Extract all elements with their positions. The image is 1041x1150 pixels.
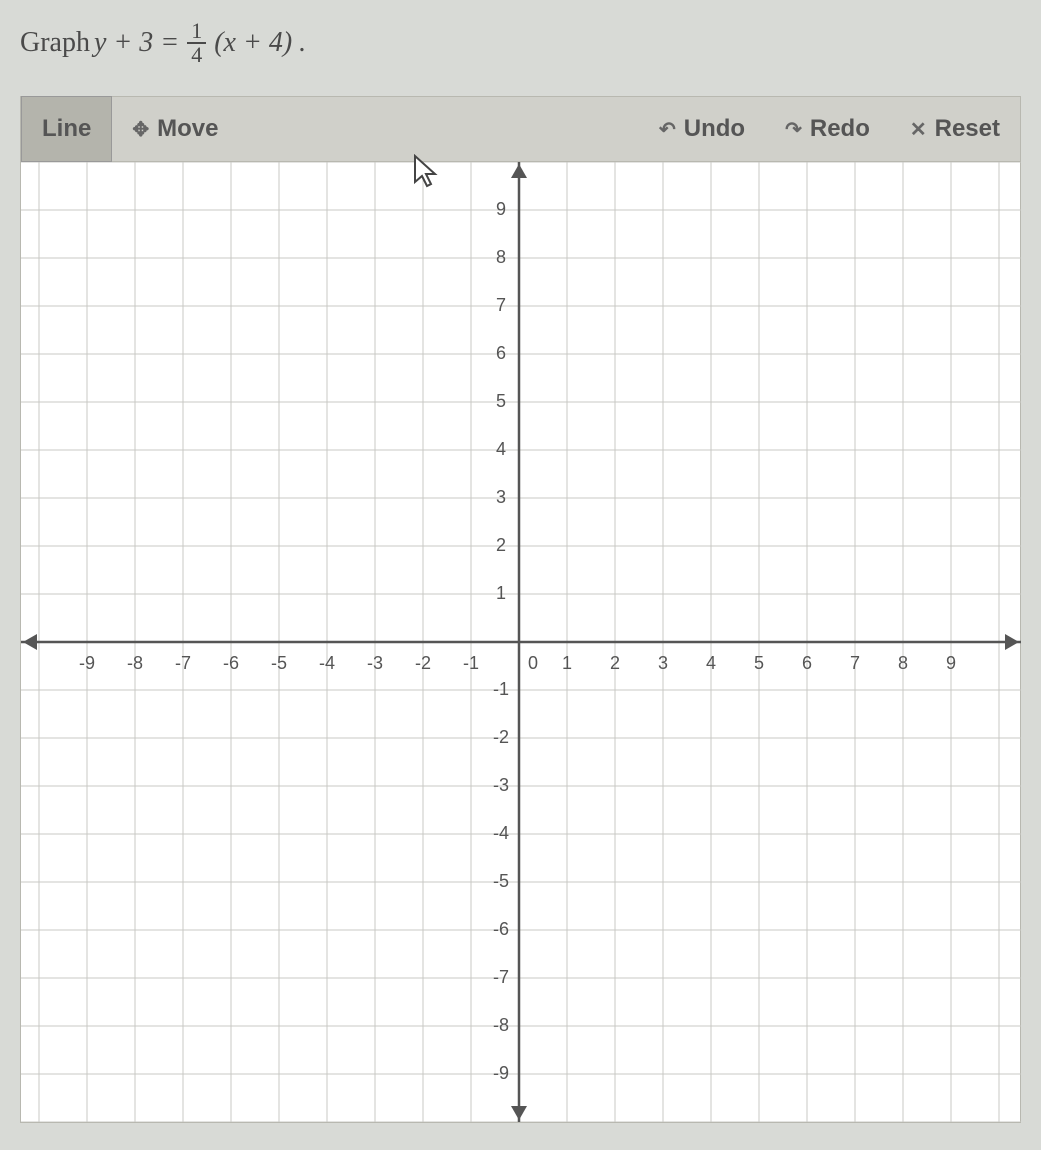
svg-text:-3: -3 [367,653,383,673]
q-left: y + 3 = [94,27,179,59]
move-label: Move [157,115,218,143]
svg-text:5: 5 [496,391,506,411]
svg-text:-2: -2 [415,653,431,673]
svg-text:-9: -9 [493,1063,509,1083]
svg-text:-6: -6 [223,653,239,673]
svg-text:-3: -3 [493,775,509,795]
svg-text:8: 8 [898,653,908,673]
reset-label: Reset [935,115,1000,143]
graph-area[interactable]: -9 -8 -7 -6 -5 -4 -3 -2 -1 1 2 3 4 5 6 7 8 9 9 8 7 6 5 4 3 2 1 -1 -2… [20,162,1021,1123]
svg-text:8: 8 [496,247,506,267]
svg-text:-2: -2 [493,727,509,747]
graph-toolbar: Line ✥ Move ↶ Undo ↷ Redo ✕ Reset [20,96,1021,162]
frac-den: 4 [187,44,206,66]
svg-text:6: 6 [496,343,506,363]
svg-text:3: 3 [658,653,668,673]
svg-text:7: 7 [850,653,860,673]
svg-text:-7: -7 [493,967,509,987]
svg-text:-8: -8 [127,653,143,673]
svg-text:6: 6 [802,653,812,673]
svg-text:-7: -7 [175,653,191,673]
svg-text:-6: -6 [493,919,509,939]
svg-text:-4: -4 [319,653,335,673]
coordinate-grid[interactable]: -9 -8 -7 -6 -5 -4 -3 -2 -1 1 2 3 4 5 6 7 8 9 9 8 7 6 5 4 3 2 1 -1 -2… [21,162,1021,1122]
svg-text:1: 1 [496,583,506,603]
redo-label: Redo [810,115,870,143]
line-tool-button[interactable]: Line [21,96,112,162]
svg-text:9: 9 [946,653,956,673]
undo-button[interactable]: ↶ Undo [639,97,765,161]
svg-text:0: 0 [528,653,538,673]
svg-text:4: 4 [706,653,716,673]
svg-text:9: 9 [496,199,506,219]
question-text: Graph y + 3 = 1 4 (x + 4) . [20,20,1021,66]
frac-num: 1 [187,20,206,44]
undo-label: Undo [684,115,745,143]
svg-text:-8: -8 [493,1015,509,1035]
svg-text:-9: -9 [79,653,95,673]
q-right: (x + 4) . [214,27,306,59]
move-tool-button[interactable]: ✥ Move [112,97,238,161]
svg-text:-1: -1 [493,679,509,699]
reset-button[interactable]: ✕ Reset [890,97,1020,161]
svg-text:7: 7 [496,295,506,315]
redo-button[interactable]: ↷ Redo [765,97,890,161]
svg-text:-4: -4 [493,823,509,843]
undo-icon: ↶ [659,117,676,142]
svg-text:-5: -5 [271,653,287,673]
reset-icon: ✕ [910,117,927,142]
svg-text:2: 2 [610,653,620,673]
svg-text:1: 1 [562,653,572,673]
svg-text:4: 4 [496,439,506,459]
svg-text:3: 3 [496,487,506,507]
svg-text:-1: -1 [463,653,479,673]
line-label: Line [42,115,91,143]
move-icon: ✥ [132,117,149,142]
redo-icon: ↷ [785,117,802,142]
svg-text:2: 2 [496,535,506,555]
svg-text:-5: -5 [493,871,509,891]
q-fraction: 1 4 [187,20,206,66]
svg-text:5: 5 [754,653,764,673]
q-prefix: Graph [20,27,90,59]
